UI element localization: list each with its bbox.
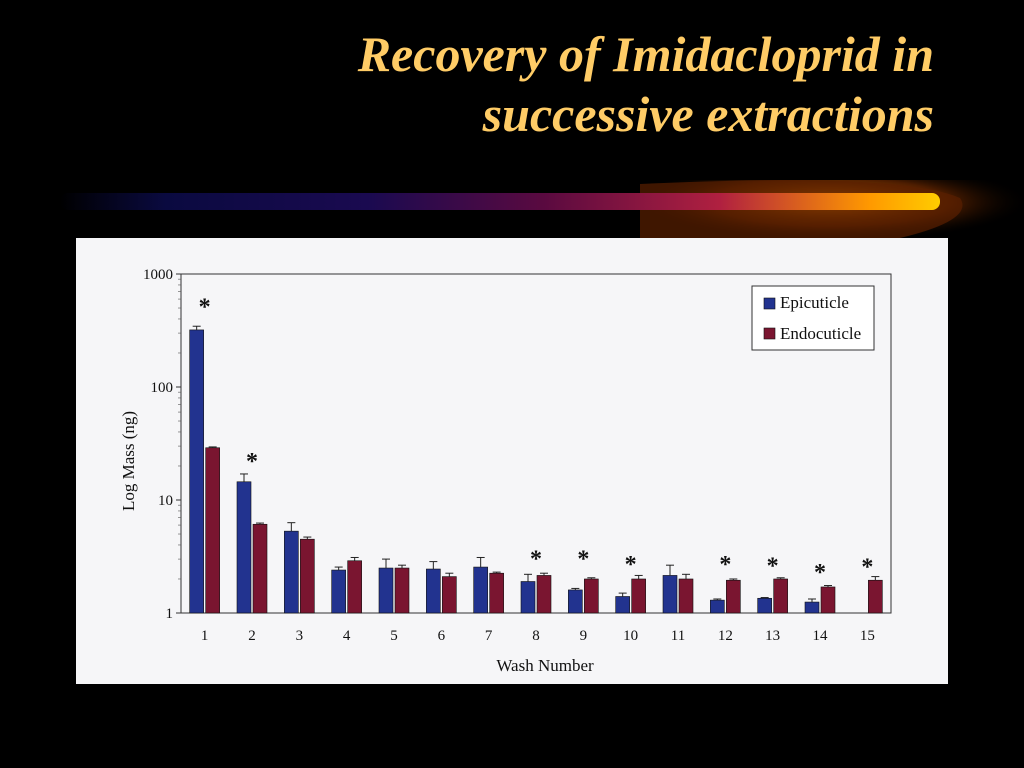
x-axis-label: Wash Number [496,656,594,675]
x-tick-label: 14 [813,628,829,644]
x-tick-label: 15 [860,628,875,644]
significance-asterisk: * [814,560,826,586]
bar-endocuticle-7 [489,572,504,614]
x-tick-label: 2 [248,628,256,644]
bar-epicuticle-11 [662,575,678,614]
significance-asterisk: * [246,449,258,475]
significance-asterisk: * [861,554,873,580]
bar-epicuticle-6 [426,568,441,614]
bar-endocuticle-1 [205,447,220,614]
legend-swatch-endocuticle [763,327,776,340]
bar-endocuticle-6 [442,576,457,614]
bar-endocuticle-2 [252,523,268,614]
bar-endocuticle-3 [300,538,315,614]
x-tick-label: 6 [438,628,446,644]
bar-epicuticle-3 [284,530,299,614]
x-tick-label: 4 [343,628,351,644]
bar-endocuticle-10 [631,578,646,614]
y-tick-label: 1000 [143,267,173,283]
slide-title-line2: successive extractions [482,86,934,142]
significance-asterisk: * [199,294,211,320]
bar-epicuticle-1 [189,329,204,614]
x-tick-label: 1 [201,628,209,644]
decorative-gradient-bar [60,180,1024,240]
y-tick-label: 10 [158,493,173,509]
y-tick-label: 100 [151,380,174,396]
bar-epicuticle-9 [568,589,583,614]
x-tick-label: 11 [671,628,685,644]
bar-epicuticle-13 [757,597,772,614]
slide-title: Recovery of Imidacloprid in successive e… [134,24,934,144]
bar-endocuticle-14 [820,586,836,614]
bar-endocuticle-4 [347,560,362,614]
bar-epicuticle-8 [520,581,536,614]
legend-box [751,285,875,351]
plot-frame [180,273,892,614]
bar-endocuticle-15 [868,579,883,614]
bar-epicuticle-4 [331,569,346,614]
significance-asterisk: * [767,554,779,580]
bar-epicuticle-7 [473,566,488,614]
chart-panel: 1 10 100 1000 1 2 3 4 5 6 7 8 9 10 11 12 13 14 15 * * * * * * * *… [76,238,948,684]
y-tick-label: 1 [166,606,174,622]
slide-title-line1: Recovery of Imidacloprid in [357,26,934,82]
bar-endocuticle-12 [726,579,741,614]
x-tick-label: 5 [390,628,398,644]
significance-asterisk: * [577,546,589,572]
bar-endocuticle-5 [394,567,410,614]
significance-asterisk: * [530,546,542,572]
x-tick-label: 3 [296,628,304,644]
bar-endocuticle-11 [678,578,694,614]
y-axis-label: Log Mass (ng) [119,411,138,511]
x-tick-label: 12 [718,628,733,644]
x-tick-label: 7 [485,628,493,644]
bar-endocuticle-9 [584,578,599,614]
legend-label-endocuticle: Endocuticle [780,324,861,343]
x-tick-label: 10 [623,628,638,644]
bar-endocuticle-8 [536,575,552,614]
x-tick-label: 13 [765,628,780,644]
bar-endocuticle-13 [773,578,788,614]
bar-epicuticle-14 [804,601,820,614]
x-tick-label: 9 [580,628,588,644]
bar-epicuticle-10 [615,596,630,614]
significance-asterisk: * [719,552,731,578]
x-tick-label: 8 [532,628,540,644]
bar-epicuticle-12 [710,599,725,614]
bar-epicuticle-2 [236,481,252,614]
significance-asterisk: * [625,552,637,578]
legend-label-epicuticle: Epicuticle [780,293,849,312]
legend-swatch-epicuticle [763,297,776,310]
bar-epicuticle-5 [378,567,394,614]
